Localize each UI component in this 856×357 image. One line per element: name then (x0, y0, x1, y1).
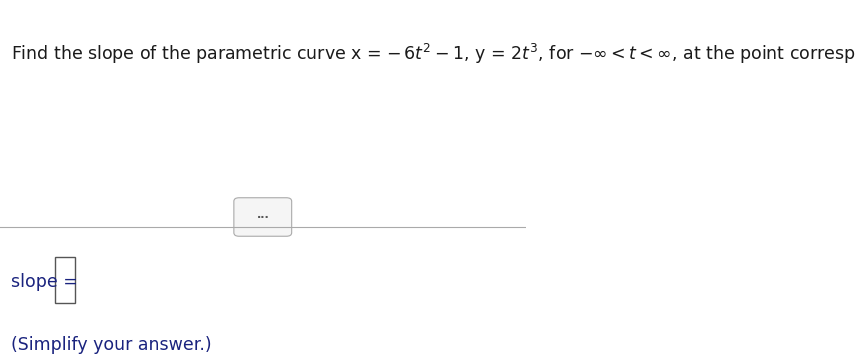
Text: ...: ... (257, 210, 269, 220)
Text: slope =: slope = (10, 273, 83, 291)
FancyBboxPatch shape (234, 198, 292, 236)
Text: Find the slope of the parametric curve x = $-\,6t^2-1$, y = $2t^3$, for $-\infty: Find the slope of the parametric curve x… (10, 42, 856, 66)
FancyBboxPatch shape (55, 257, 75, 303)
Text: (Simplify your answer.): (Simplify your answer.) (10, 336, 211, 354)
